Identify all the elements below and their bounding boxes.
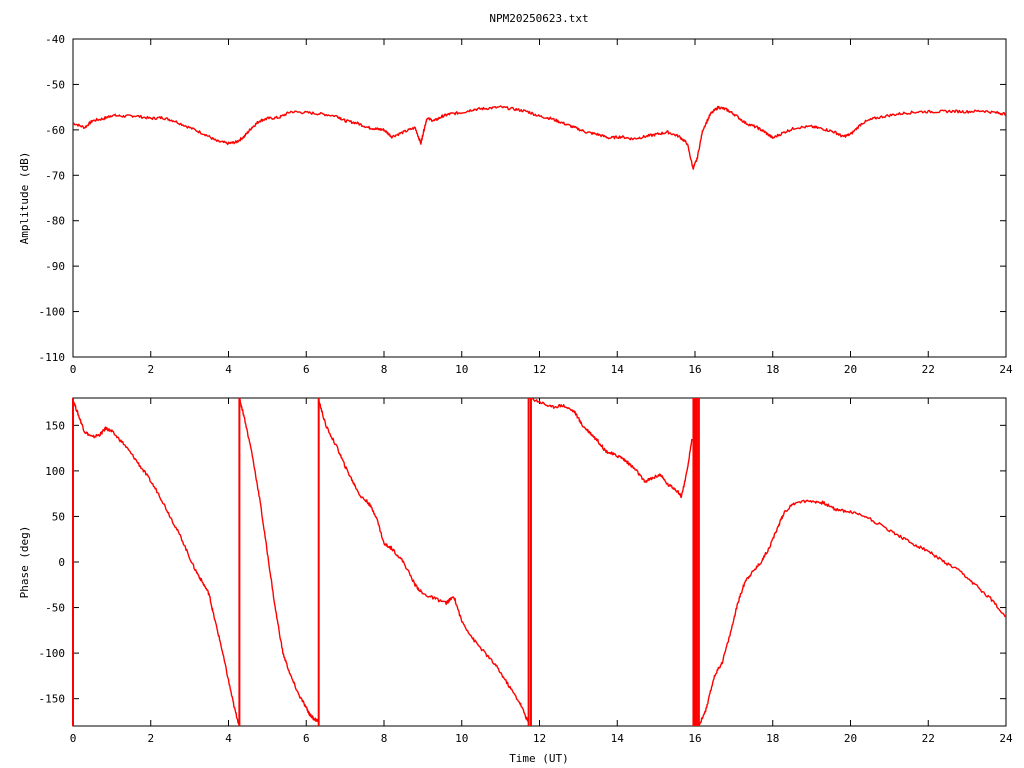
x-tick-label: 0 [70, 732, 77, 745]
phase-panel: 0 2 4 6 8 10 12 14 16 18 20 22 24150100500-50-100-15… [39, 397, 1013, 745]
x-tick-label: 20 [844, 363, 857, 376]
y-tick-label: -90 [45, 260, 65, 273]
plot-frame [72, 38, 1007, 358]
y-tick-label: -150 [39, 693, 66, 706]
series-line [318, 399, 529, 722]
y-tick-label: 0 [58, 556, 65, 569]
y-tick-label: -100 [39, 306, 66, 319]
x-tick-label: 20 [844, 732, 857, 745]
y-tick-label: -50 [45, 602, 65, 615]
x-tick-label: 10 [455, 732, 468, 745]
series-line [529, 398, 693, 499]
x-tick-label: 22 [922, 363, 935, 376]
x-tick-label: 10 [455, 363, 468, 376]
x-tick-label: 16 [688, 732, 701, 745]
y-tick-label: 100 [45, 465, 65, 478]
amplitude-panel: 0 2 4 6 8 10 12 14 16 18 20 22 24-40-50-60-70-80-90-… [39, 33, 1013, 376]
time-axis-label: Time (UT) [509, 752, 569, 765]
y-tick-label: 150 [45, 419, 65, 432]
x-tick-label: 6 [303, 363, 310, 376]
amplitude-axis-label: Amplitude (dB) [18, 152, 31, 245]
phase-axis-label: Phase (deg) [18, 526, 31, 599]
series-line [698, 499, 1006, 726]
x-tick-label: 4 [225, 732, 232, 745]
y-tick-label: -50 [45, 78, 65, 91]
y-tick-label: -100 [39, 647, 66, 660]
plot-frame [72, 397, 1007, 727]
x-tick-label: 12 [533, 363, 546, 376]
x-tick-label: 8 [381, 732, 388, 745]
x-tick-label: 14 [611, 732, 625, 745]
series-line [238, 398, 320, 724]
x-tick-label: 2 [147, 363, 154, 376]
y-tick-label: -80 [45, 215, 65, 228]
y-tick-label: -70 [45, 169, 65, 182]
chart-title: NPM20250623.txt [489, 12, 588, 25]
x-tick-label: 16 [688, 363, 701, 376]
x-tick-label: 6 [303, 732, 310, 745]
x-tick-label: 24 [999, 732, 1013, 745]
y-tick-label: -40 [45, 33, 65, 46]
y-tick-label: -110 [39, 351, 66, 364]
series-line [73, 105, 1006, 170]
series-line [73, 400, 241, 726]
x-tick-label: 18 [766, 732, 779, 745]
x-tick-label: 0 [70, 363, 77, 376]
y-tick-label: -60 [45, 124, 65, 137]
x-tick-label: 8 [381, 363, 388, 376]
x-tick-label: 2 [147, 732, 154, 745]
x-tick-label: 14 [611, 363, 625, 376]
x-tick-label: 12 [533, 732, 546, 745]
y-tick-label: 50 [52, 510, 65, 523]
x-tick-label: 18 [766, 363, 779, 376]
x-tick-label: 22 [922, 732, 935, 745]
x-tick-label: 4 [225, 363, 232, 376]
x-tick-label: 24 [999, 363, 1013, 376]
